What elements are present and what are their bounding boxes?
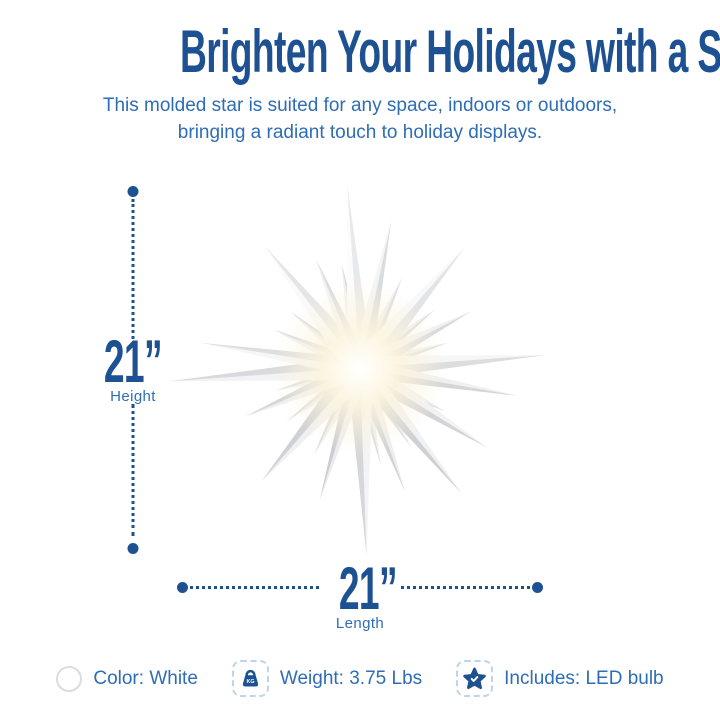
length-dimension: 21” Length bbox=[177, 558, 543, 632]
subtitle: This molded star is suited for any space… bbox=[0, 92, 720, 146]
length-value: 21” bbox=[338, 554, 398, 622]
color-swatch-white-icon bbox=[56, 665, 83, 692]
length-caption: Length bbox=[335, 614, 385, 632]
feature-color: Color: White bbox=[56, 665, 198, 692]
subtitle-line-1: This molded star is suited for any space… bbox=[102, 95, 618, 116]
subtitle-line-2: bringing a radiant touch to holiday disp… bbox=[177, 122, 543, 143]
feature-weight: KG Weight: 3.75 Lbs bbox=[231, 660, 423, 697]
feature-color-label: Color: White bbox=[93, 667, 198, 689]
dimension-endpoint-dot bbox=[127, 186, 139, 197]
dotted-line-vertical bbox=[131, 404, 135, 536]
moravian-star-image bbox=[168, 185, 546, 556]
dimension-endpoint-dot bbox=[532, 581, 543, 593]
dotted-line-horizontal bbox=[190, 585, 319, 589]
weight-kg-icon: KG bbox=[231, 660, 269, 697]
dimension-endpoint-dot bbox=[127, 543, 139, 554]
height-value: 21” bbox=[103, 328, 163, 395]
page-title-text: Brighten Your Holidays with a Star bbox=[179, 18, 720, 85]
height-caption: Height bbox=[110, 388, 156, 405]
dimension-endpoint-dot bbox=[177, 581, 188, 593]
feature-weight-label: Weight: 3.75 Lbs bbox=[279, 667, 423, 689]
height-label-group: 21” Height bbox=[78, 328, 188, 406]
star-glow-core bbox=[318, 326, 402, 410]
length-label-group: 21” Length bbox=[321, 554, 399, 632]
svg-text:KG: KG bbox=[246, 679, 254, 685]
page-title: Brighten Your Holidays with a Star bbox=[0, 22, 720, 82]
height-dimension: 21” Height bbox=[104, 186, 163, 554]
feature-includes: Includes: LED bulb bbox=[456, 660, 664, 697]
star-check-icon bbox=[456, 660, 494, 697]
feature-row: Color: White KG Weight: 3.75 Lbs Include… bbox=[0, 660, 720, 697]
dotted-line-horizontal bbox=[401, 585, 530, 589]
dotted-line-vertical bbox=[131, 199, 135, 339]
feature-includes-label: Includes: LED bulb bbox=[504, 667, 664, 689]
